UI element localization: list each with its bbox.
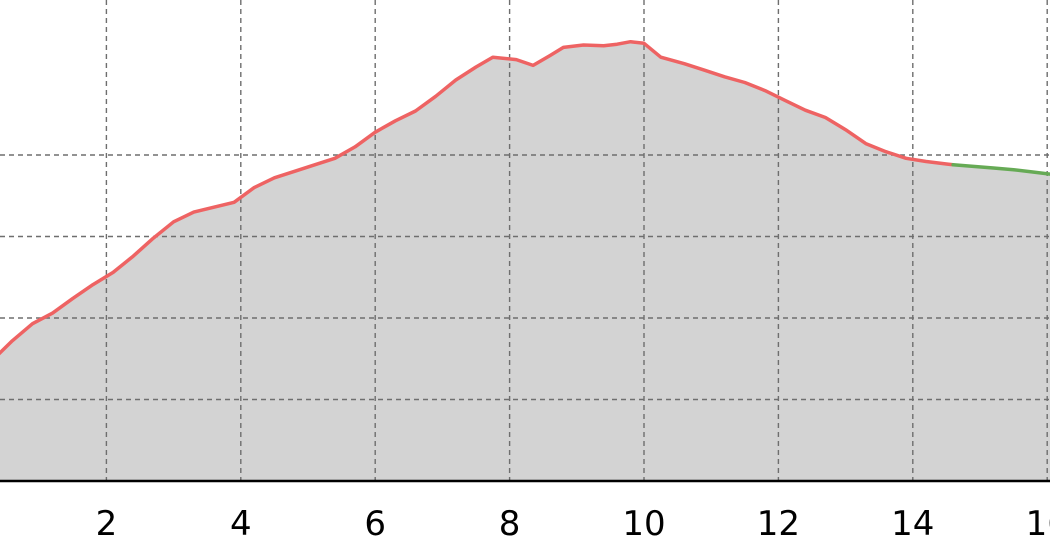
elevation-area [0, 41, 1050, 481]
x-tick-labels: 2 4 6 8 10 12 14 16 [96, 504, 1050, 544]
x-tick-label: 12 [757, 504, 800, 544]
gridlines [0, 0, 1050, 481]
x-tick-label: 10 [622, 504, 665, 544]
x-tick-label: 14 [891, 504, 934, 544]
x-tick-label: 2 [96, 504, 118, 544]
x-tick-label: 8 [499, 504, 521, 544]
x-tick-label: 6 [364, 504, 386, 544]
series-line-1 [0, 39, 955, 356]
x-tick-label: 4 [230, 504, 252, 544]
series-line-2 [951, 163, 1050, 176]
x-tick-label: 16 [1026, 504, 1050, 544]
area-fill-layer [0, 41, 1050, 481]
series-lines [0, 39, 1050, 356]
